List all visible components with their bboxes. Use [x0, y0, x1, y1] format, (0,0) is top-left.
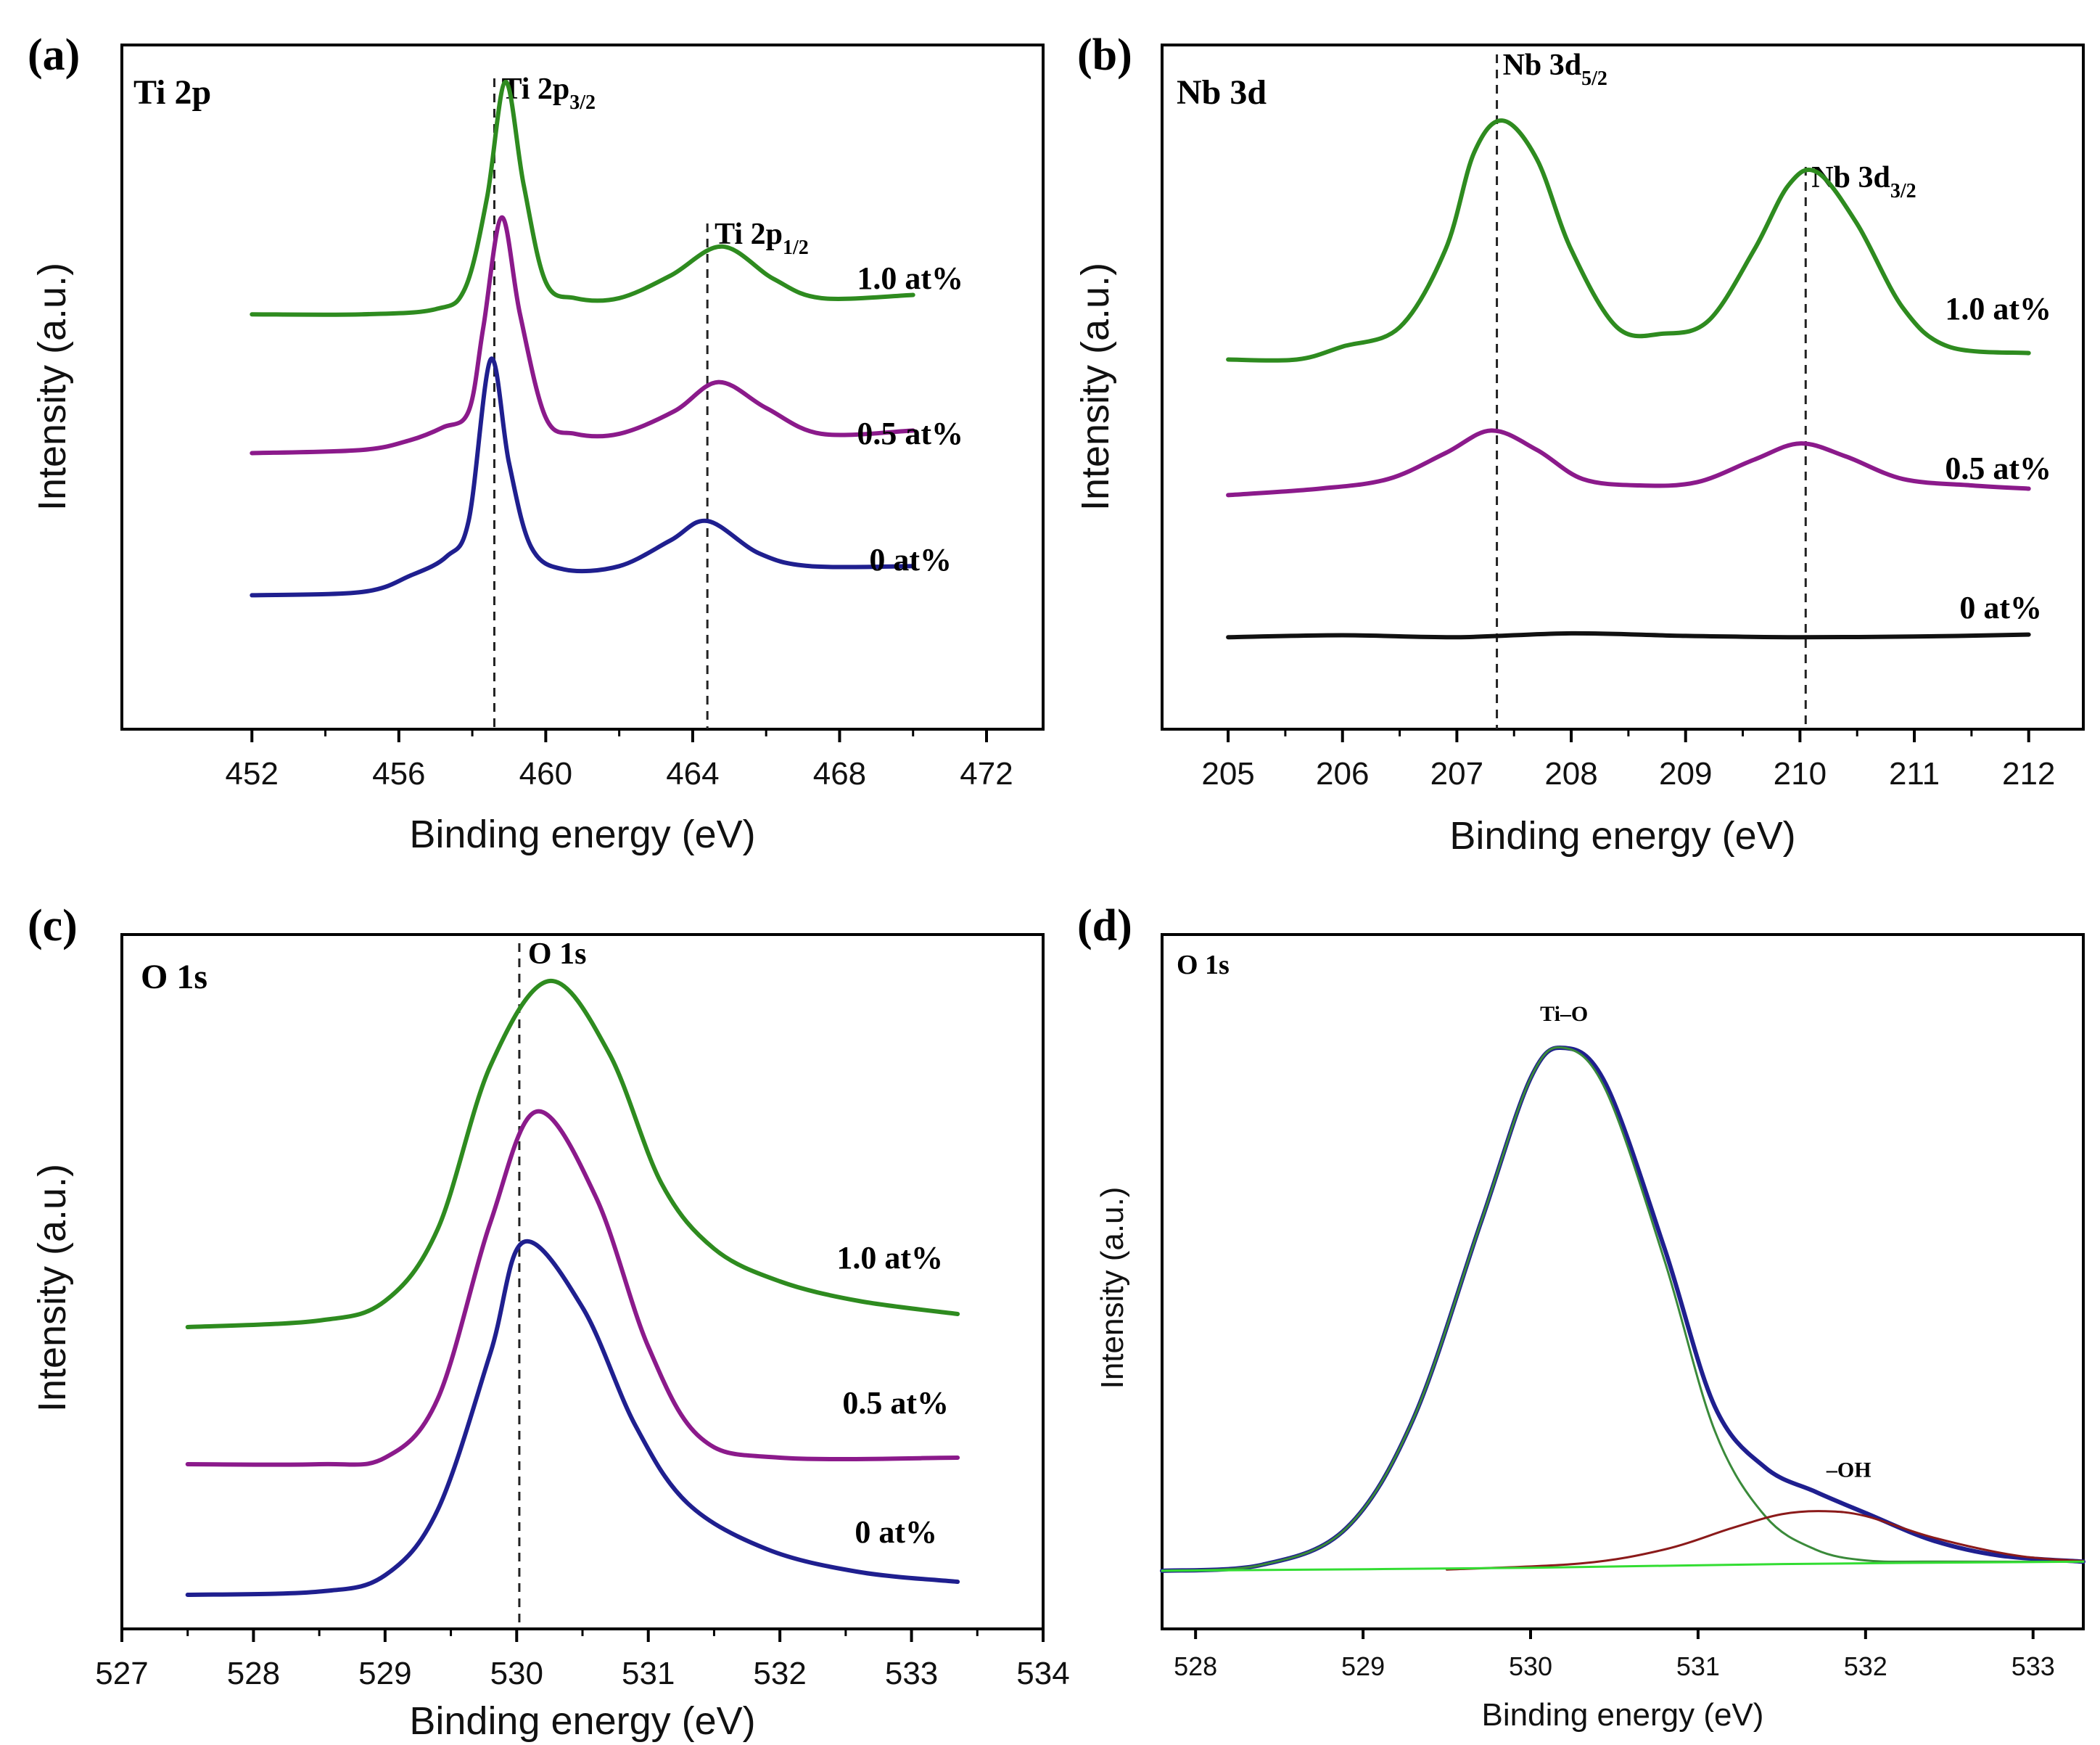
- panel-title: O 1s: [141, 958, 207, 996]
- x-tick-label: 207: [1430, 756, 1483, 792]
- series-line-baseline: [1161, 1560, 2085, 1572]
- x-tick-label: 529: [1341, 1651, 1385, 1681]
- x-tick-label: 532: [1844, 1651, 1887, 1681]
- panel-label: (a): [28, 30, 80, 80]
- panel-title: Nb 3d: [1177, 73, 1267, 112]
- x-tick-label: 532: [753, 1656, 806, 1691]
- x-tick-label: 464: [666, 756, 719, 792]
- panel-a: (a) 452 456 460 464 468 472 Binding energy (eV)…: [28, 30, 1045, 856]
- series-line-1-0-at-: [1226, 118, 2031, 363]
- x-tick-label: 212: [2002, 756, 2055, 792]
- panel-label: (c): [28, 901, 78, 950]
- series-label: 0 at%: [1959, 590, 2042, 625]
- reference-label-subscript: 1/2: [783, 237, 809, 259]
- x-tick-label: 206: [1316, 756, 1369, 792]
- panel-label: (b): [1077, 30, 1132, 80]
- x-tick-label: 460: [519, 756, 572, 792]
- x-tick-label: 528: [1174, 1651, 1217, 1681]
- x-tick-label: 531: [622, 1656, 675, 1691]
- x-tick-label: 534: [1016, 1656, 1069, 1691]
- x-tick-label: 456: [372, 756, 425, 792]
- series-line--oh: [1446, 1510, 2085, 1571]
- peak-annotation: –OH: [1826, 1458, 1872, 1482]
- series-line-0-at-: [185, 1239, 960, 1597]
- x-tick-label: 452: [226, 756, 279, 792]
- reference-label-main: Nb 3d: [1503, 49, 1582, 82]
- reference-label: Nb 3d5/2: [1503, 49, 1607, 90]
- series-line-ti-o: [1161, 1046, 2085, 1572]
- x-tick-label: 208: [1544, 756, 1597, 792]
- x-tick-label: 527: [95, 1656, 148, 1691]
- x-tick-label: 528: [227, 1656, 280, 1691]
- plot-frame: [1161, 933, 2085, 1630]
- x-axis-label: Binding energy (eV): [409, 1699, 755, 1743]
- panel-c: (c) 527 528 529 530 531 532 533 534 Binding energ…: [28, 901, 1070, 1743]
- x-tick-label: 533: [2012, 1651, 2055, 1681]
- reference-label-subscript: 5/2: [1581, 67, 1607, 90]
- reference-label-main: O 1s: [528, 937, 587, 971]
- y-axis-label: Intensity (a.u.): [1074, 263, 1117, 511]
- reference-label: O 1s: [528, 937, 587, 971]
- x-tick-label: 468: [813, 756, 866, 792]
- series-label: 0.5 at%: [857, 416, 963, 451]
- series-line-envelope: [1160, 1045, 2085, 1573]
- plot-frame: [1161, 44, 2085, 731]
- series-line-1-0-at-: [185, 978, 960, 1329]
- x-tick-label: 533: [885, 1656, 938, 1691]
- series-label: 1.0 at%: [836, 1240, 943, 1276]
- x-tick-label: 531: [1676, 1651, 1720, 1681]
- x-axis-label: Binding energy (eV): [1449, 814, 1795, 858]
- x-tick-label: 210: [1774, 756, 1827, 792]
- series-line-0-at-: [1226, 631, 2031, 640]
- x-tick-label: 530: [490, 1656, 543, 1691]
- reference-label-subscript: 3/2: [569, 91, 596, 114]
- panel-label: (d): [1077, 901, 1132, 950]
- series-label: 0 at%: [855, 1514, 937, 1550]
- series-label: 0 at%: [869, 542, 952, 578]
- y-axis-label: Intensity (a.u.): [30, 1164, 74, 1412]
- plot-frame: [120, 44, 1045, 731]
- x-tick-label: 530: [1509, 1651, 1552, 1681]
- y-axis-label: Intensity (a.u.): [1095, 1187, 1130, 1389]
- reference-label: Ti 2p1/2: [715, 218, 809, 259]
- panel-b: (b) 205 206 207 208 209 210 211 212 Binding energ…: [1074, 30, 2085, 858]
- x-tick-label: 205: [1201, 756, 1254, 792]
- series-label: 1.0 at%: [857, 260, 963, 296]
- y-axis-label: Intensity (a.u.): [30, 263, 74, 511]
- reference-label: Ti 2p3/2: [501, 73, 596, 114]
- peak-annotation: Ti–O: [1540, 1002, 1588, 1026]
- series-label: 1.0 at%: [1945, 291, 2051, 327]
- x-tick-label: 472: [960, 756, 1013, 792]
- x-axis-label: Binding energy (eV): [409, 813, 755, 856]
- series-line-0-5-at-: [1226, 428, 2031, 498]
- x-axis-label: Binding energy (eV): [1482, 1697, 1764, 1733]
- x-tick-label: 211: [1889, 756, 1940, 792]
- series-label: 0.5 at%: [842, 1385, 949, 1421]
- panel-title: Ti 2p: [133, 73, 211, 112]
- x-tick-label: 209: [1659, 756, 1712, 792]
- x-tick-label: 529: [358, 1656, 411, 1691]
- series-line-1-0-at-: [250, 79, 915, 317]
- series-line-0-at-: [250, 356, 915, 598]
- panel-title: O 1s: [1177, 950, 1230, 980]
- series-label: 0.5 at%: [1945, 451, 2051, 486]
- reference-label-subscript: 3/2: [1890, 180, 1916, 202]
- series-line-0-5-at-: [250, 215, 915, 456]
- panel-d: (d) 528 529 530 531 532 533 Binding energy (eV)…: [1077, 901, 2085, 1733]
- series-line-0-5-at-: [185, 1109, 960, 1467]
